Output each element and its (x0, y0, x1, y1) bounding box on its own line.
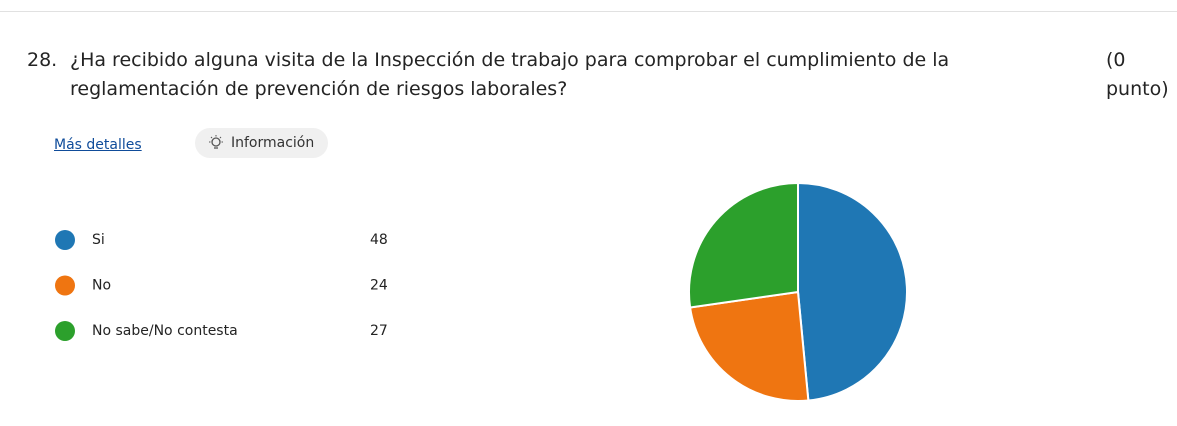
bulb-icon (209, 135, 223, 149)
info-button[interactable]: Información (195, 128, 329, 158)
legend-count: 48 (370, 232, 388, 248)
details-link[interactable]: Más detalles (54, 137, 142, 153)
pie-slice (688, 290, 810, 402)
pie-slice (797, 181, 908, 402)
info-label: Información (231, 135, 315, 151)
question-number: 28. (27, 49, 58, 71)
legend-label: Si (92, 232, 105, 248)
legend-swatch (55, 321, 75, 341)
pie-slice (688, 181, 799, 309)
question-text: ¿Ha recibido alguna visita de la Inspecc… (70, 49, 950, 100)
legend-label: No sabe/No contesta (92, 323, 238, 339)
legend-count: 24 (370, 278, 388, 294)
chart: Si 48 No 24 No sabe/No contesta 27 (55, 181, 908, 402)
question-points: (0 punto) (1106, 49, 1169, 100)
legend-label: No (92, 278, 111, 294)
legend-count: 27 (370, 323, 388, 339)
divider (0, 11, 1177, 12)
legend-swatch (55, 230, 75, 250)
legend-swatch (55, 275, 75, 296)
